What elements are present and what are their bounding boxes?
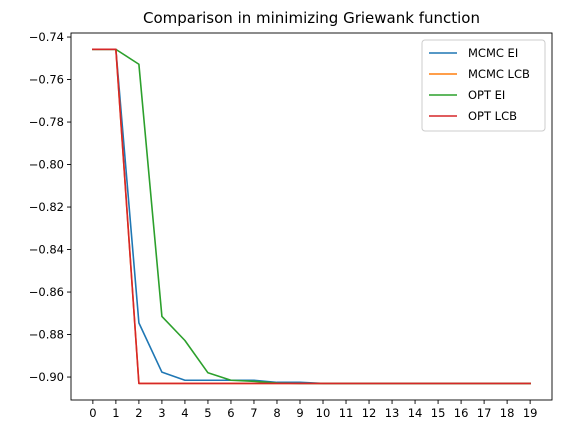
x-tick-label: 13 [385, 406, 400, 420]
x-tick-label: 1 [112, 406, 119, 420]
plot-area: 0 1 2 3 4 5 6 7 8 9 10 11 12 13 14 15 16 17 18 19−0.74−0.76… [29, 30, 553, 420]
x-tick-label: 18 [500, 406, 515, 420]
chart-title: Comparison in minimizing Griewank functi… [143, 9, 480, 27]
x-tick-label: 11 [339, 406, 354, 420]
y-tick-label: −0.80 [29, 158, 64, 172]
x-tick-label: 4 [181, 406, 188, 420]
axes-frame [70, 32, 553, 401]
y-tick-label: −0.78 [29, 115, 64, 129]
x-tick-label: 9 [296, 406, 303, 420]
x-tick-label: 8 [273, 406, 280, 420]
series-lines [92, 48, 531, 385]
x-tick-label: 7 [250, 406, 257, 420]
y-tick-label: −0.76 [29, 73, 64, 87]
x-tick-label: 15 [431, 406, 446, 420]
legend-label-opt-lcb: OPT LCB [468, 109, 517, 123]
x-tick-label: 14 [408, 406, 423, 420]
legend-label-opt-ei: OPT EI [468, 88, 505, 102]
y-tick-label: −0.88 [29, 328, 64, 342]
x-tick-label: 10 [316, 406, 331, 420]
x-tick-label: 3 [158, 406, 165, 420]
y-tick-label: −0.74 [29, 30, 64, 44]
x-tick-label: 12 [362, 406, 377, 420]
legend-label-mcmc-ei: MCMC EI [468, 46, 518, 60]
x-tick-label: 6 [227, 406, 234, 420]
y-tick-label: −0.84 [29, 243, 64, 257]
legend: MCMC EI MCMC LCB OPT EI OPT LCB [421, 39, 546, 132]
y-tick-label: −0.82 [29, 200, 64, 214]
x-tick-label: 16 [454, 406, 469, 420]
x-tick-label: 0 [89, 406, 96, 420]
x-tick-label: 2 [135, 406, 142, 420]
x-tick-label: 19 [523, 406, 538, 420]
y-tick-label: −0.90 [29, 370, 64, 384]
legend-label-mcmc-lcb: MCMC LCB [468, 67, 530, 81]
legend-box [421, 39, 546, 132]
series-line-opt-lcb [92, 48, 531, 385]
x-tick-label: 17 [477, 406, 492, 420]
x-tick-label: 5 [204, 406, 211, 420]
y-tick-label: −0.86 [29, 285, 64, 299]
